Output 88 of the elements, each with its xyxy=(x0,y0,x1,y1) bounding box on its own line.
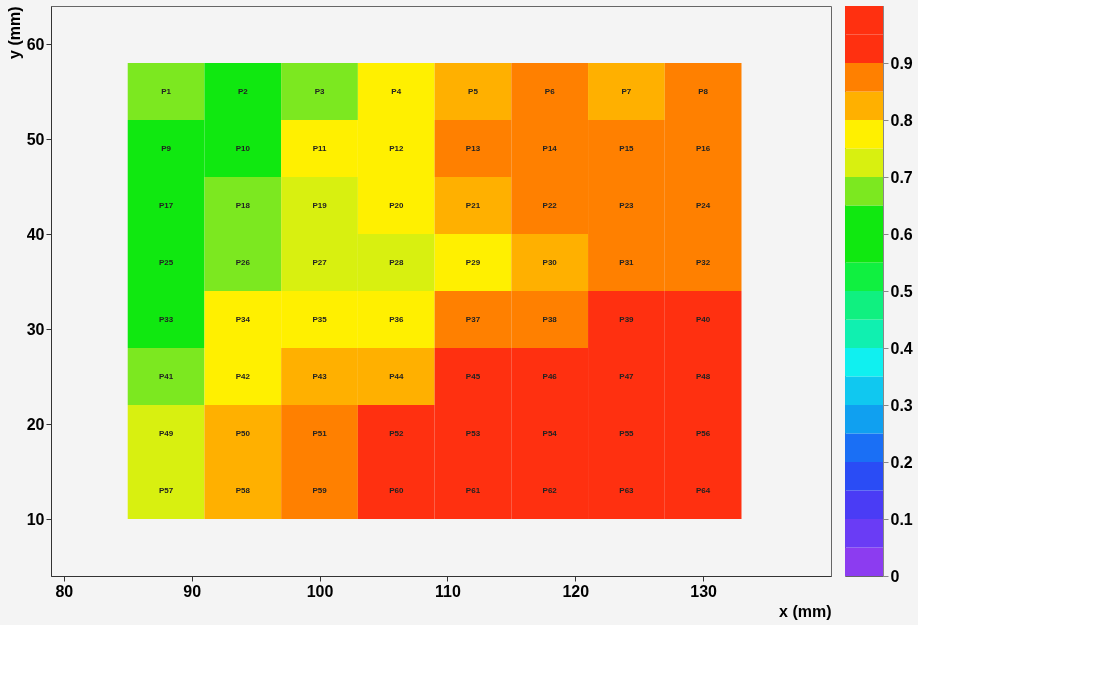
data-label: P31 xyxy=(619,257,635,267)
color-bar-label: 0.8 xyxy=(890,111,913,129)
color-bar-label: 0.5 xyxy=(890,282,913,300)
data-label: P23 xyxy=(619,200,635,210)
data-label: P44 xyxy=(389,371,404,381)
data-label: P17 xyxy=(158,200,174,210)
data-label: P39 xyxy=(619,314,635,324)
x-tick-label: 110 xyxy=(434,582,461,600)
data-label: P43 xyxy=(312,371,328,381)
data-label: P53 xyxy=(465,428,481,438)
data-label: P12 xyxy=(389,143,404,153)
x-tick-label: 130 xyxy=(690,582,718,600)
data-label: P6 xyxy=(544,86,556,96)
data-label: P61 xyxy=(465,485,481,495)
data-label: P36 xyxy=(389,314,404,324)
y-tick-label: 20 xyxy=(26,415,45,433)
data-label: P64 xyxy=(696,485,711,495)
data-label: P29 xyxy=(465,257,481,267)
data-label: P20 xyxy=(389,200,404,210)
data-label: P19 xyxy=(312,200,328,210)
color-bar-label: 0.6 xyxy=(890,225,913,243)
data-label: P13 xyxy=(465,143,481,153)
y-tick-label: 40 xyxy=(26,225,45,243)
data-label: P22 xyxy=(542,200,558,210)
data-label: P41 xyxy=(158,371,174,381)
x-tick-label: 120 xyxy=(562,582,590,600)
data-label: P60 xyxy=(389,485,404,495)
data-label: P33 xyxy=(158,314,174,324)
data-label: P62 xyxy=(542,485,558,495)
data-label: P9 xyxy=(161,143,172,153)
x-tick-label: 100 xyxy=(306,582,334,600)
data-label: P27 xyxy=(312,257,328,267)
data-label: P3 xyxy=(314,86,325,96)
color-bar-label: 0.7 xyxy=(890,168,913,186)
y-tick-label: 60 xyxy=(26,35,45,53)
data-label: P7 xyxy=(621,86,632,96)
data-label: P49 xyxy=(158,428,174,438)
data-label: P2 xyxy=(237,86,249,96)
data-label: P63 xyxy=(619,485,635,495)
x-tick-label: 80 xyxy=(55,582,74,600)
y-tick-label: 30 xyxy=(26,320,45,338)
y-axis-title: y (mm) xyxy=(5,6,23,59)
color-bar-label: 0.4 xyxy=(890,339,913,357)
data-label: P37 xyxy=(465,314,481,324)
data-label: P56 xyxy=(696,428,711,438)
data-label: P58 xyxy=(235,485,251,495)
data-label: P59 xyxy=(312,485,328,495)
data-label: P21 xyxy=(465,200,481,210)
color-bar-label: 0.1 xyxy=(890,510,913,528)
x-tick-label: 90 xyxy=(183,582,202,600)
data-label: P48 xyxy=(696,371,711,381)
color-bar-label: 0.2 xyxy=(890,453,913,471)
data-label: P55 xyxy=(619,428,635,438)
data-label: P5 xyxy=(468,86,479,96)
data-label: P8 xyxy=(698,86,709,96)
data-label: P46 xyxy=(542,371,558,381)
data-label: P25 xyxy=(158,257,174,267)
data-label: P54 xyxy=(542,428,558,438)
color-bar-label: 0.9 xyxy=(890,54,913,72)
data-label: P24 xyxy=(696,200,711,210)
data-label: P1 xyxy=(161,86,172,96)
data-label: P11 xyxy=(312,143,327,153)
data-label: P10 xyxy=(235,143,251,153)
data-label: P50 xyxy=(235,428,251,438)
data-label: P47 xyxy=(619,371,635,381)
data-label: P14 xyxy=(542,143,558,153)
data-label: P57 xyxy=(158,485,174,495)
y-tick-label: 50 xyxy=(26,130,45,148)
data-label: P52 xyxy=(389,428,404,438)
data-label: P51 xyxy=(312,428,328,438)
data-label: P4 xyxy=(391,86,402,96)
data-label: P16 xyxy=(696,143,711,153)
data-label: P30 xyxy=(542,257,558,267)
data-label: P28 xyxy=(389,257,404,267)
color-bar-label: 0 xyxy=(890,567,900,585)
data-label: P40 xyxy=(696,314,711,324)
x-axis-title: x (mm) xyxy=(779,602,832,620)
color-bar-label: 0.3 xyxy=(890,396,913,414)
data-label: P15 xyxy=(619,143,635,153)
data-label: P18 xyxy=(235,200,251,210)
data-label: P26 xyxy=(235,257,251,267)
data-label: P35 xyxy=(312,314,328,324)
data-label: P32 xyxy=(696,257,711,267)
data-label: P34 xyxy=(235,314,251,324)
data-label: P42 xyxy=(235,371,251,381)
y-tick-label: 10 xyxy=(26,510,45,528)
data-label: P45 xyxy=(465,371,481,381)
data-label: P38 xyxy=(542,314,558,324)
